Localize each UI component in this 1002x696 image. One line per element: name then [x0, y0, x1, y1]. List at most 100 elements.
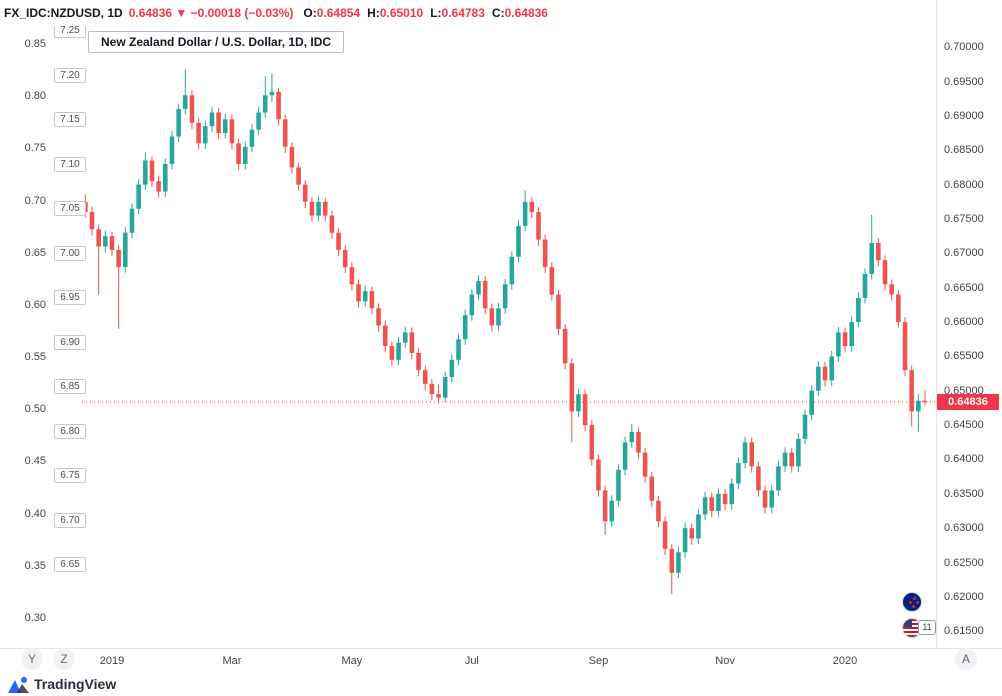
candle-body [236, 143, 241, 164]
candle-body [422, 370, 428, 384]
right-axis-tick-label: 0.61500 [944, 625, 984, 638]
left-inner-axis-tick-label: 7.05 [54, 201, 86, 216]
left-inner-axis-tick-label: 6.85 [54, 379, 86, 394]
candlestick-series [83, 69, 928, 595]
right-axis-tick-label: 0.70000 [944, 41, 984, 54]
candle-body [109, 236, 115, 250]
time-axis-tick-label: 2019 [99, 655, 125, 667]
candle-body [576, 394, 581, 412]
candle-body [829, 356, 834, 381]
nz-flag-icon[interactable] [902, 592, 922, 612]
candle-body [569, 363, 575, 412]
series-title: New Zealand Dollar / U.S. Dollar, 1D, ID… [101, 35, 332, 49]
tradingview-logo-icon [8, 676, 29, 693]
series-legend[interactable]: New Zealand Dollar / U.S. Dollar, 1D, ID… [88, 31, 345, 53]
right-axis-tick-label: 0.69500 [944, 75, 984, 88]
candle-body [389, 346, 395, 360]
left-outer-axis-tick-label: 0.55 [24, 351, 46, 364]
candle-body [556, 294, 561, 329]
candle-body [889, 284, 894, 295]
symbol-info-bar: FX_IDC:NZDUSD, 1D 0.64836 ▼ −0.00018 (−0.… [4, 6, 561, 26]
candle-body [402, 332, 408, 343]
candle-body [223, 119, 228, 134]
candle-body [242, 146, 248, 164]
candle-body [522, 201, 528, 226]
candle-body [856, 297, 861, 323]
right-axis-tick-label: 0.67500 [944, 212, 984, 225]
candle-body [762, 490, 768, 508]
candle-body [602, 490, 608, 522]
hotkey-button-y[interactable]: Y [21, 648, 43, 670]
candle-body [549, 267, 555, 295]
time-axis-tick-label: Nov [715, 655, 735, 667]
candle-body [836, 332, 841, 357]
left-outer-axis-tick-label: 0.65 [24, 246, 46, 259]
candle-body [396, 342, 401, 360]
candle-body [336, 232, 341, 250]
left-inner-axis-tick-label: 6.80 [54, 423, 86, 439]
candle-body [776, 466, 781, 491]
left-outer-axis-tick-label: 0.70 [24, 194, 46, 207]
notification-count-badge[interactable]: 11 [918, 620, 936, 635]
symbol-title[interactable]: FX_IDC:NZDUSD, 1D [4, 6, 123, 20]
candle-body [782, 452, 788, 467]
candle-body [309, 201, 315, 216]
candle-body [322, 201, 328, 216]
candle-body [442, 377, 448, 398]
candle-body [449, 359, 455, 378]
candle-body [622, 442, 628, 470]
candle-body [509, 256, 515, 285]
candle-body [262, 95, 268, 113]
candle-body [729, 483, 735, 505]
candle-body [163, 163, 168, 192]
candle-body [183, 95, 188, 110]
left-outer-axis-tick-label: 0.35 [24, 559, 46, 572]
candle-body [876, 243, 881, 261]
candle-body [542, 239, 548, 268]
candle-body [436, 394, 441, 398]
candle-body [582, 394, 588, 426]
candle-body [362, 291, 368, 302]
footer-branding[interactable]: TradingView [8, 674, 116, 694]
time-axis-tick-label: Jul [464, 655, 479, 667]
left-inner-axis-tick-label: 6.70 [54, 512, 86, 528]
hotkey-button-a[interactable]: A [955, 648, 977, 670]
candle-body [629, 431, 635, 443]
candle-body [229, 119, 235, 144]
price-change: −0.00018 (−0.03%) [190, 6, 294, 20]
candle-body [296, 167, 301, 185]
candle-body [369, 291, 375, 309]
candle-body [89, 212, 95, 230]
open-value: O:0.64854 [303, 6, 361, 20]
candle-body [489, 308, 495, 326]
candle-body [696, 514, 701, 539]
candle-body [203, 126, 208, 144]
time-scale[interactable]: 2019 Mar May Jul Sep Nov 2020 [0, 648, 1002, 673]
left-inner-axis-tick-label: 6.90 [54, 334, 86, 350]
candle-body [196, 122, 201, 144]
candle-body [456, 339, 461, 360]
candle-body [536, 212, 541, 240]
candle-body [709, 497, 715, 511]
candle-body [249, 129, 255, 147]
candle-body [702, 497, 708, 515]
candle-body [256, 112, 261, 130]
candle-body [476, 280, 481, 295]
candle-body [802, 414, 808, 439]
candle-body [382, 325, 388, 347]
candle-body [589, 425, 595, 460]
candle-body [529, 201, 535, 213]
candle-body [849, 322, 854, 347]
time-axis-tick-label: Sep [588, 655, 609, 667]
candle-body [909, 370, 914, 412]
hotkey-button-z[interactable]: Z [53, 648, 75, 670]
candle-body [562, 328, 568, 364]
candle-body [282, 119, 288, 147]
candle-body [482, 280, 488, 309]
right-axis-tick-label: 0.62500 [944, 556, 984, 569]
candle-body [96, 229, 101, 247]
left-inner-axis-tick-label: 7.20 [54, 67, 86, 83]
candle-body [349, 267, 355, 285]
